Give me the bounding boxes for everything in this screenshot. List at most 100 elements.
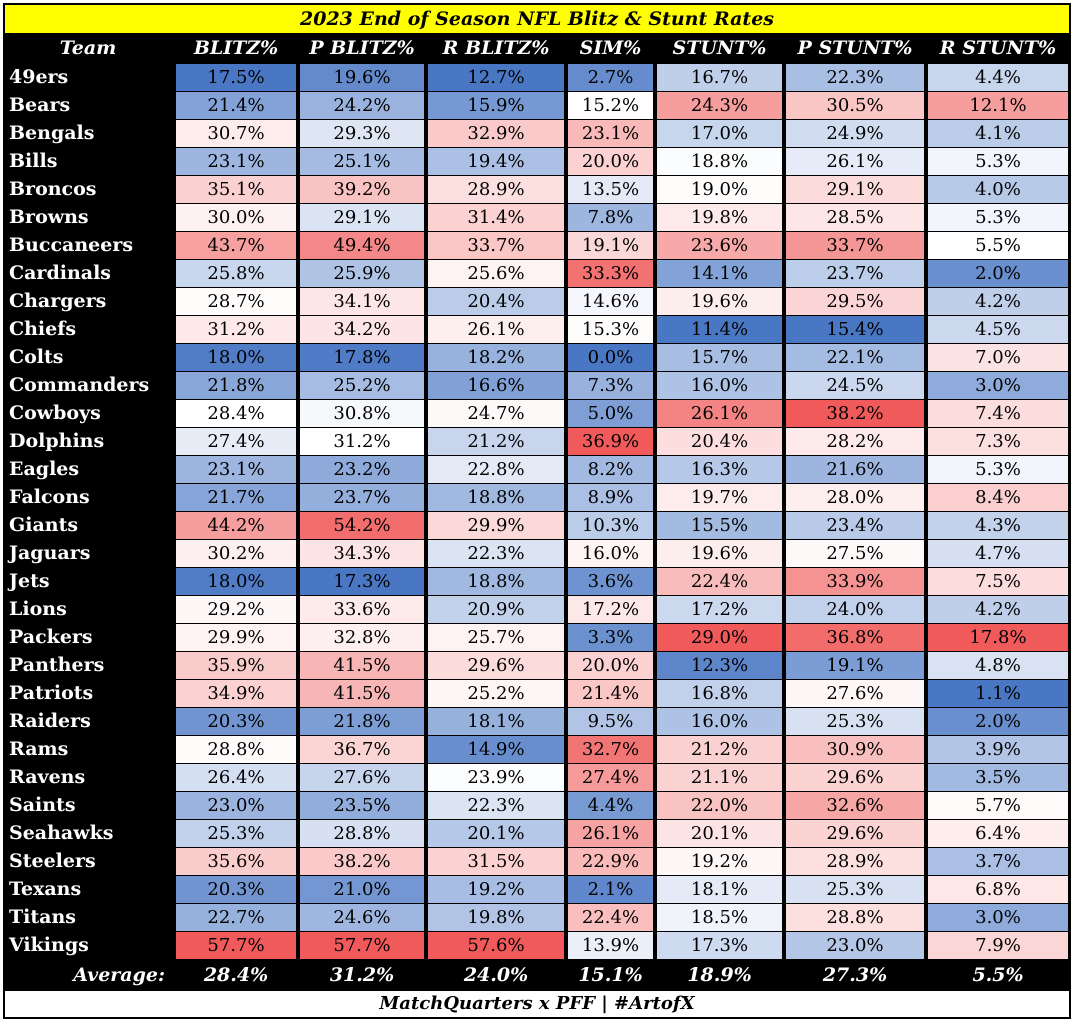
value-cell: 15.2% [568,92,653,119]
value-cell: 24.9% [786,120,924,147]
value-cell: 17.3% [657,932,782,959]
value-cell: 41.5% [300,652,424,679]
value-cell: 3.0% [928,904,1068,931]
team-name: Ravens [9,766,86,788]
table-row: Commanders 21.8% 25.2% 16.6% 7.3% 16.0% 24.5% 3… [3,372,1071,399]
value-cell: 30.9% [786,736,924,763]
value-cell: 35.6% [176,848,296,875]
team-name: Steelers [9,850,96,872]
value-cell: 18.5% [657,904,782,931]
team-name: Bills [9,150,58,172]
value-cell: 7.4% [928,400,1068,427]
value-cell: 26.1% [786,148,924,175]
column-header-r-blitz: R BLITZ% [442,37,550,59]
value-cell: 26.1% [568,820,653,847]
value-cell: 4.1% [928,120,1068,147]
value-cell: 17.2% [657,596,782,623]
table-row: Texans 20.3% 21.0% 19.2% 2.1% 18.1% 25.3% 6.8% [3,876,1071,903]
team-name: Seahawks [9,822,114,844]
value-cell: 24.7% [428,400,564,427]
value-cell: 4.4% [928,64,1068,91]
value-cell: 5.3% [928,204,1068,231]
value-cell: 57.6% [428,932,564,959]
value-cell: 15.3% [568,316,653,343]
value-cell: 23.0% [786,932,924,959]
value-cell: 32.6% [786,792,924,819]
team-name: Giants [9,514,79,536]
table-title: 2023 End of Season NFL Blitz & Stunt Rat… [5,5,1069,33]
value-cell: 21.4% [176,92,296,119]
value-cell: 4.2% [928,288,1068,315]
value-cell: 19.2% [657,848,782,875]
value-cell: 33.3% [568,260,653,287]
table-row: Seahawks 25.3% 28.8% 20.1% 26.1% 20.1% 29.6% 6.… [3,820,1071,847]
table-row: Patriots 34.9% 41.5% 25.2% 21.4% 16.8% 27.6% 1.… [3,680,1071,707]
value-cell: 18.1% [428,708,564,735]
table-row: Panthers 35.9% 41.5% 29.6% 20.0% 12.3% 19.1% 4.… [3,652,1071,679]
value-cell: 23.2% [300,456,424,483]
value-cell: 29.2% [176,596,296,623]
team-name: Titans [9,906,76,928]
value-cell: 29.1% [300,204,424,231]
value-cell: 19.6% [657,540,782,567]
value-cell: 25.1% [300,148,424,175]
value-cell: 17.0% [657,120,782,147]
value-cell: 8.9% [568,484,653,511]
value-cell: 22.1% [786,344,924,371]
value-cell: 2.7% [568,64,653,91]
value-cell: 19.4% [428,148,564,175]
value-cell: 7.9% [928,932,1068,959]
average-cell: 27.3% [822,964,888,986]
value-cell: 17.8% [928,624,1068,651]
value-cell: 20.1% [657,820,782,847]
value-cell: 22.7% [176,904,296,931]
team-name: Rams [9,738,69,760]
table-row: Packers 29.9% 32.8% 25.7% 3.3% 29.0% 36.8% 17.8… [3,624,1071,651]
value-cell: 16.7% [657,64,782,91]
value-cell: 28.5% [786,204,924,231]
value-cell: 10.3% [568,512,653,539]
value-cell: 8.2% [568,456,653,483]
value-cell: 35.9% [176,652,296,679]
value-cell: 34.3% [300,540,424,567]
value-cell: 4.7% [928,540,1068,567]
team-name: Jets [9,570,50,592]
value-cell: 26.1% [428,316,564,343]
value-cell: 33.7% [428,232,564,259]
value-cell: 3.9% [928,736,1068,763]
value-cell: 3.3% [568,624,653,651]
value-cell: 14.6% [568,288,653,315]
value-cell: 27.4% [176,428,296,455]
value-cell: 21.2% [428,428,564,455]
value-cell: 36.7% [300,736,424,763]
average-cell: 18.9% [687,964,752,986]
value-cell: 29.9% [176,624,296,651]
value-cell: 25.3% [786,708,924,735]
value-cell: 4.8% [928,652,1068,679]
value-cell: 29.0% [657,624,782,651]
value-cell: 21.7% [176,484,296,511]
value-cell: 24.2% [300,92,424,119]
table-row: Falcons 21.7% 23.7% 18.8% 8.9% 19.7% 28.0% 8.4% [3,484,1071,511]
team-name: Texans [9,878,82,900]
value-cell: 27.4% [568,764,653,791]
value-cell: 0.0% [568,344,653,371]
value-cell: 22.9% [568,848,653,875]
value-cell: 16.0% [657,372,782,399]
table-row: Bengals 30.7% 29.3% 32.9% 23.1% 17.0% 24.9% 4.1… [3,120,1071,147]
value-cell: 23.9% [428,764,564,791]
value-cell: 28.7% [176,288,296,315]
value-cell: 31.2% [176,316,296,343]
value-cell: 20.4% [657,428,782,455]
value-cell: 22.4% [657,568,782,595]
value-cell: 19.6% [657,288,782,315]
table-row: Steelers 35.6% 38.2% 31.5% 22.9% 19.2% 28.9% 3.… [3,848,1071,875]
value-cell: 49.4% [300,232,424,259]
value-cell: 29.9% [428,512,564,539]
average-cell: 28.4% [203,964,269,986]
value-cell: 25.3% [786,876,924,903]
value-cell: 24.6% [300,904,424,931]
value-cell: 17.8% [300,344,424,371]
value-cell: 57.7% [300,932,424,959]
value-cell: 22.4% [568,904,653,931]
